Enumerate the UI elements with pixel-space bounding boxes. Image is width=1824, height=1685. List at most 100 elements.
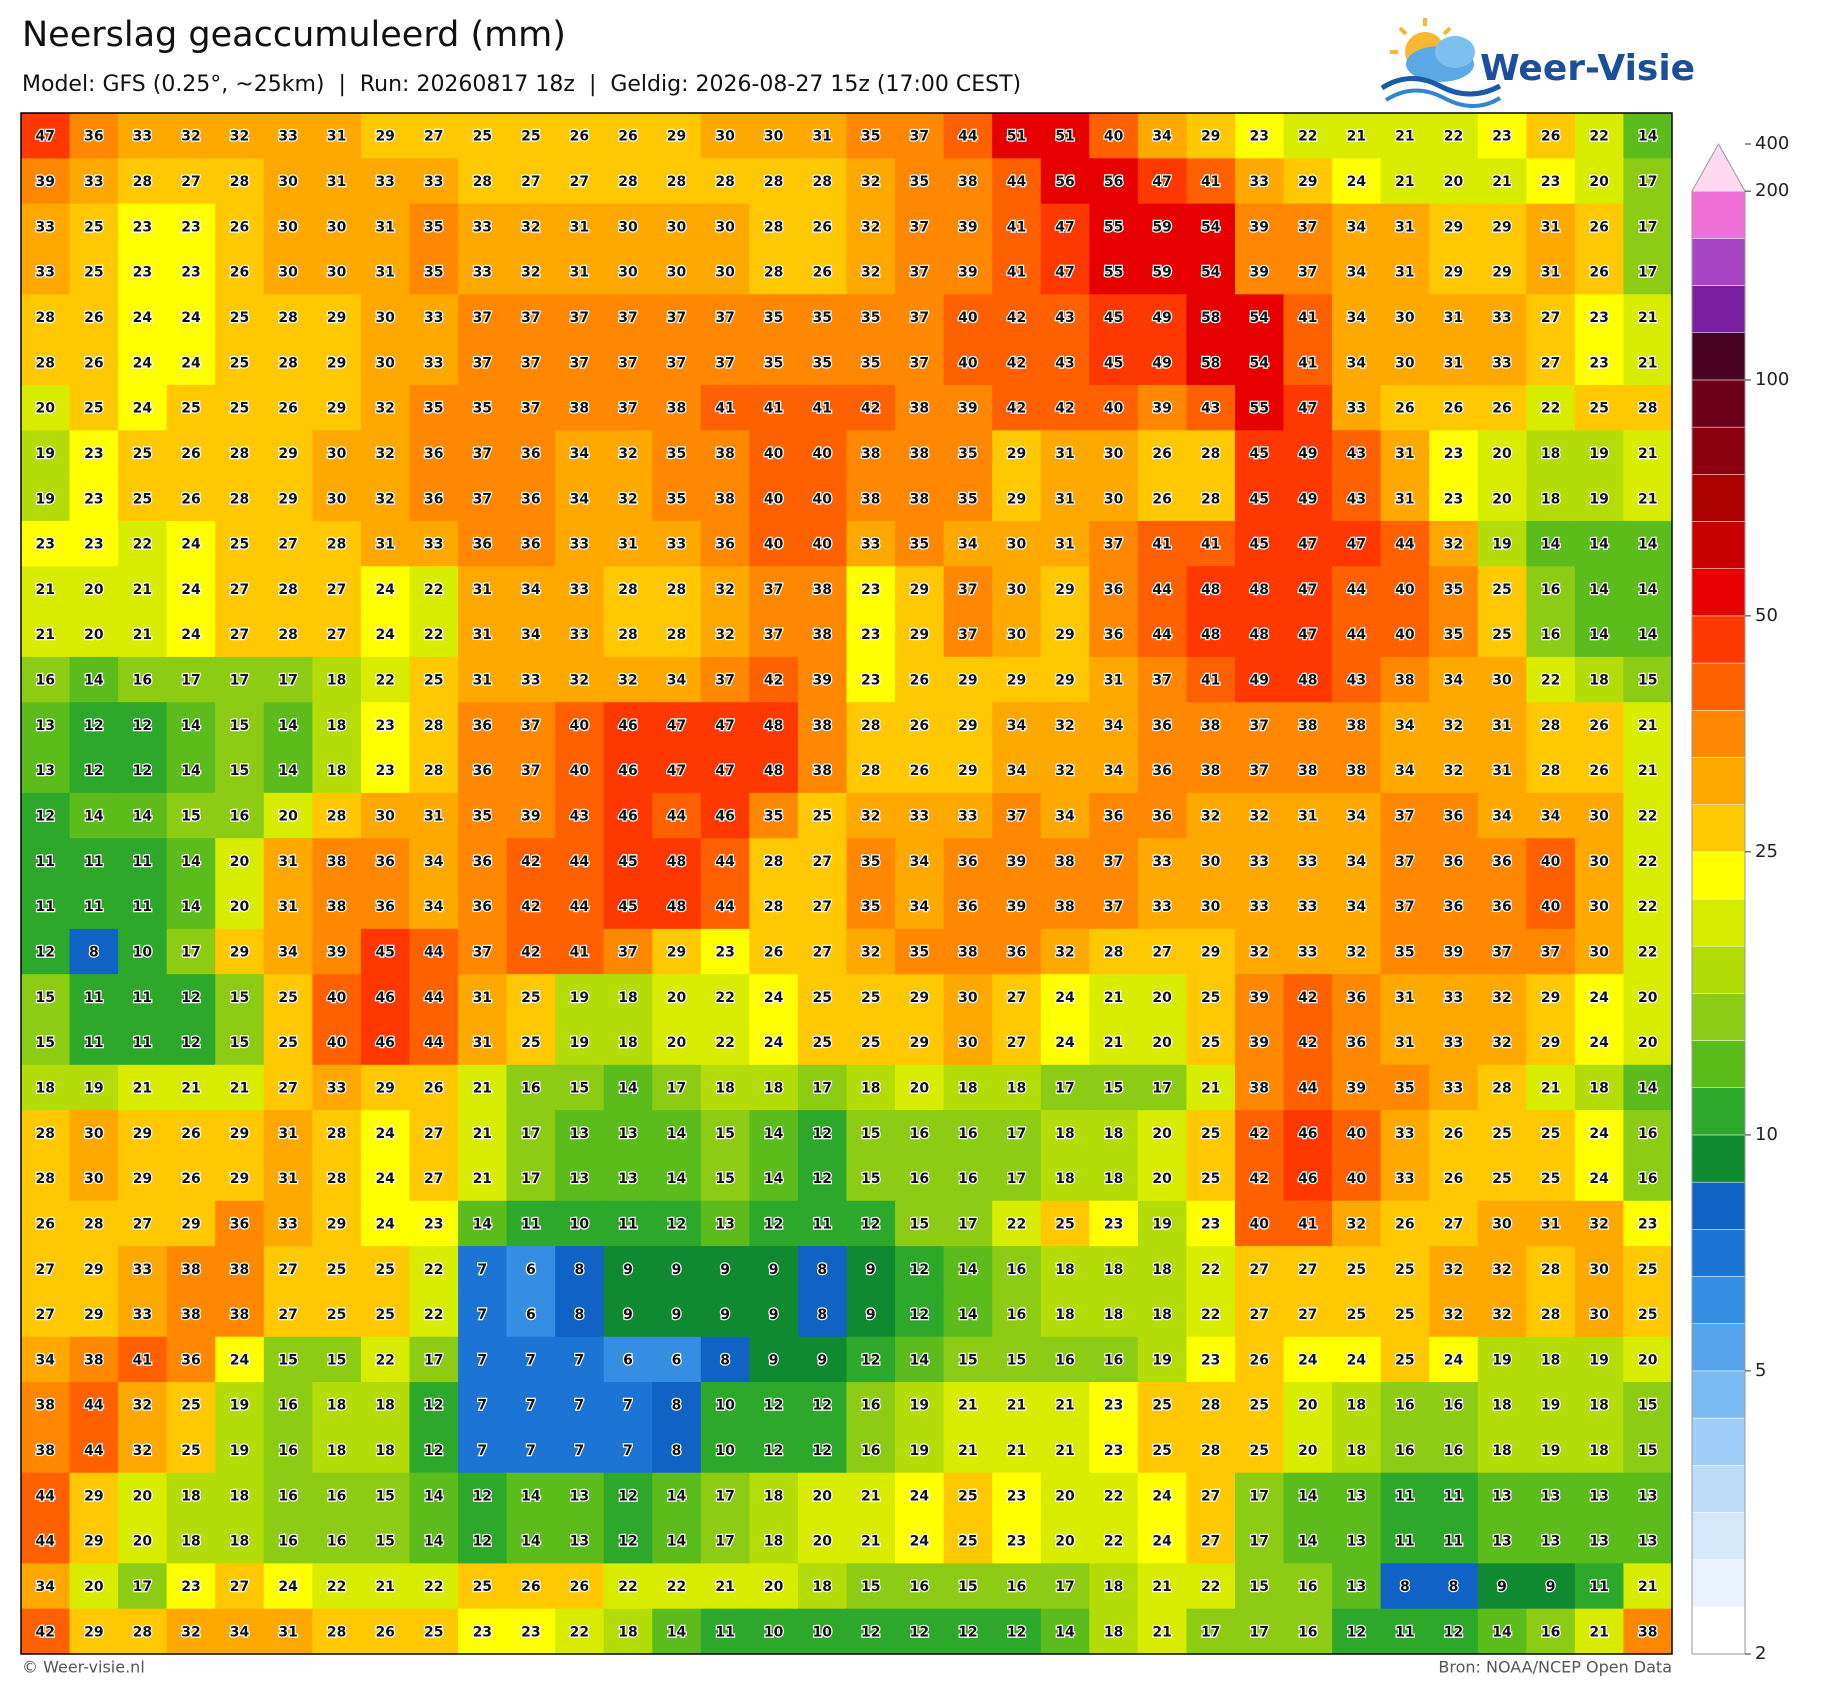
precip-value: 38: [230, 1262, 249, 1278]
precip-cell: [1186, 1472, 1236, 1519]
precip-value: 17: [958, 1216, 977, 1232]
precip-value: 36: [473, 763, 492, 779]
precip-cell: [506, 883, 556, 930]
precip-cell: [1332, 158, 1382, 205]
precip-cell: [1040, 1155, 1090, 1202]
precip-cell: [1137, 747, 1187, 794]
precip-value: 24: [764, 1035, 784, 1051]
precip-cell: [895, 747, 945, 794]
precip-cell: [1623, 294, 1673, 341]
precip-cell: [652, 611, 702, 658]
precip-cell: [118, 1200, 168, 1247]
precip-value: 13: [1492, 1534, 1511, 1550]
precip-value: 29: [1055, 582, 1074, 598]
precip-cell: [943, 1518, 993, 1564]
precip-value: 16: [958, 1171, 977, 1187]
precip-value: 24: [375, 627, 395, 643]
colorbar-box: [1691, 1276, 1746, 1324]
precip-cell: [992, 747, 1042, 794]
precip-cell: [215, 475, 265, 522]
precip-cell: [797, 1019, 847, 1066]
precip-cell: [21, 747, 71, 794]
precip-value: 28: [667, 582, 686, 598]
precip-value: 34: [521, 627, 541, 643]
precip-cell: [263, 566, 313, 613]
precip-cell: [166, 611, 216, 658]
precip-cell: [263, 339, 313, 386]
precip-value: 12: [812, 1398, 831, 1414]
precip-cell: [555, 1064, 605, 1111]
precip-value: 15: [958, 1579, 977, 1595]
precip-cell: [846, 430, 896, 477]
precip-value: 15: [375, 1534, 394, 1550]
precip-value: 49: [1298, 446, 1317, 462]
precip-cell: [1332, 1200, 1382, 1247]
precip-value: 10: [133, 944, 153, 960]
precip-value: 12: [133, 718, 152, 734]
precip-value: 48: [1250, 582, 1269, 598]
precip-cell: [1574, 384, 1624, 431]
precip-cell: [1526, 430, 1576, 477]
precip-cell: [846, 1382, 896, 1428]
precip-value: 20: [667, 1035, 687, 1051]
precip-cell: [458, 1518, 508, 1564]
precip-cell: [652, 747, 702, 794]
precip-value: 24: [1589, 1171, 1609, 1187]
precip-cell: [263, 792, 313, 839]
precip-value: 16: [1007, 1262, 1026, 1278]
precip-value: 31: [278, 1624, 297, 1640]
precip-value: 48: [1250, 627, 1269, 643]
precip-cell: [1089, 248, 1139, 295]
precip-cell: [749, 520, 799, 567]
precip-cell: [1332, 1336, 1382, 1383]
precip-cell: [749, 702, 799, 749]
precip-value: 32: [1444, 537, 1463, 553]
precip-value: 11: [133, 854, 152, 870]
precip-value: 22: [424, 1579, 443, 1595]
precip-cell: [700, 1064, 750, 1111]
precip-value: 31: [278, 1126, 297, 1142]
precip-cell: [458, 520, 508, 567]
precip-value: 26: [278, 401, 297, 417]
precip-cell: [895, 792, 945, 839]
precip-cell: [1477, 158, 1527, 205]
precip-cell: [263, 1200, 313, 1247]
precip-cell: [1574, 838, 1624, 884]
precip-cell: [1623, 158, 1673, 205]
precip-value: 33: [1395, 1171, 1414, 1187]
precip-value: 34: [1007, 718, 1027, 734]
precip-cell: [1574, 883, 1624, 930]
precip-cell: [1623, 1608, 1673, 1655]
precip-cell: [21, 430, 71, 477]
precip-cell: [700, 1563, 750, 1610]
precip-value: 22: [1638, 854, 1657, 870]
precip-value: 30: [1589, 854, 1609, 870]
precip-cell: [1234, 384, 1285, 431]
precip-cell: [118, 1336, 168, 1383]
precip-value: 40: [1104, 129, 1124, 145]
precip-value: 12: [667, 1216, 686, 1232]
precip-cell: [603, 1382, 653, 1428]
precip-value: 46: [618, 809, 637, 825]
precip-value: 18: [764, 1534, 783, 1550]
precip-cell: [1429, 974, 1479, 1020]
precip-cell: [1137, 656, 1187, 703]
precip-cell: [215, 566, 265, 613]
precip-cell: [263, 1336, 313, 1383]
precip-cell: [166, 1427, 216, 1474]
precip-cell: [1137, 792, 1187, 839]
precip-cell: [797, 1472, 847, 1519]
precip-cell: [797, 1608, 847, 1655]
precip-value: 43: [570, 809, 589, 825]
precip-cell: [118, 792, 168, 839]
precip-value: 24: [375, 1171, 395, 1187]
colorbar-box: [1691, 1606, 1746, 1655]
precip-value: 14: [618, 1080, 638, 1096]
precip-value: 21: [473, 1171, 492, 1187]
precip-value: 16: [278, 1398, 297, 1414]
precip-value: 21: [1638, 355, 1657, 371]
precip-value: 9: [1497, 1579, 1507, 1595]
precip-cell: [1089, 1246, 1139, 1292]
precip-cell: [1429, 294, 1479, 341]
precip-value: 17: [1055, 1080, 1074, 1096]
